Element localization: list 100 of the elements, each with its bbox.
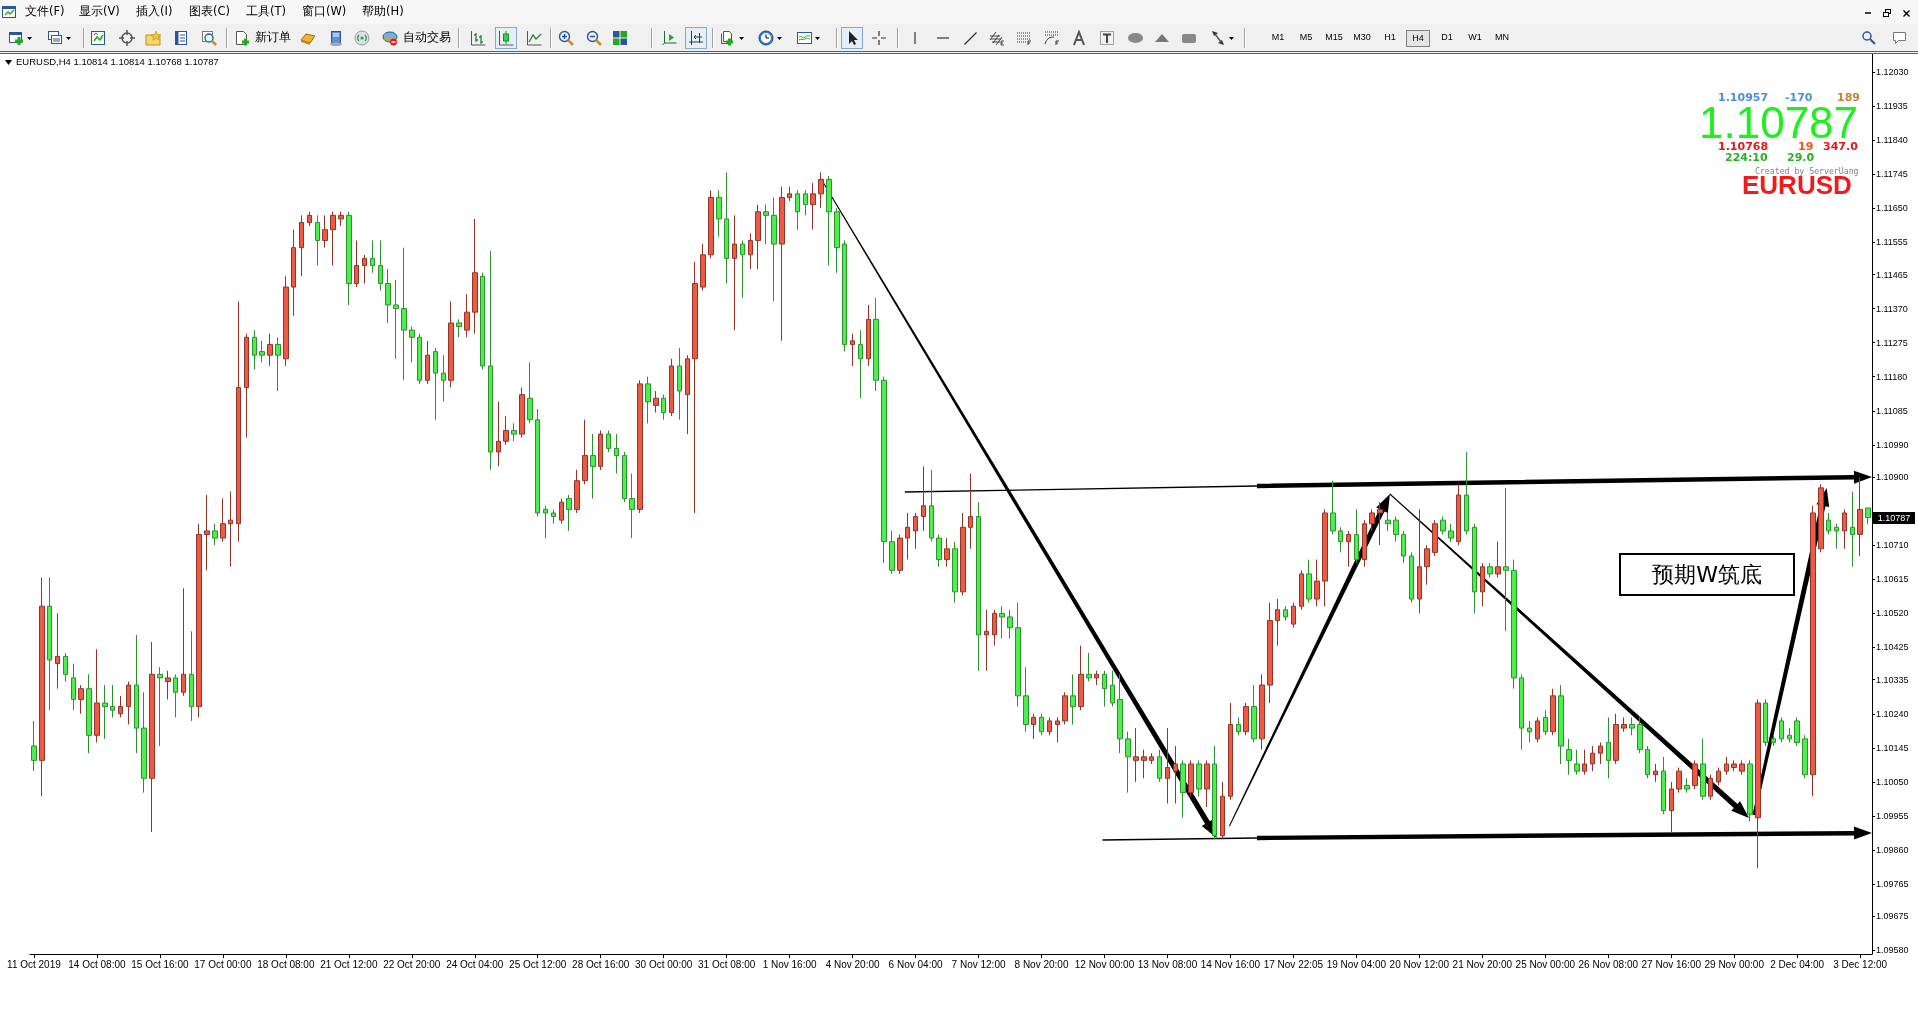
candlestick <box>1716 767 1721 786</box>
y-tick-label: 1.10900 <box>1876 472 1909 483</box>
candlestick <box>1291 602 1296 629</box>
y-tick-label: 1.10710 <box>1876 540 1909 551</box>
candlestick <box>1566 738 1572 776</box>
candlestick <box>669 358 674 417</box>
candlestick <box>189 630 194 722</box>
candlestick <box>1495 541 1501 579</box>
x-tick-label: 24 Oct 04:00 <box>446 958 504 970</box>
candlestick <box>1487 562 1493 579</box>
candlestick <box>637 379 643 514</box>
text: 显示(V) <box>79 4 120 18</box>
candlestick <box>724 171 729 284</box>
candlestick <box>1102 670 1107 708</box>
y-tick-label: 1.11555 <box>1876 237 1908 248</box>
candlestick <box>1448 523 1454 543</box>
text: 插入(I) <box>136 4 173 18</box>
candlestick <box>31 720 37 772</box>
text: 图表(C) <box>189 4 231 18</box>
annotation: -170 <box>1785 91 1813 104</box>
candlestick <box>1802 734 1808 779</box>
candlestick <box>1574 749 1580 776</box>
candlestick <box>78 684 84 715</box>
candlestick <box>134 634 139 754</box>
candlestick <box>1338 526 1343 553</box>
candlestick <box>1346 530 1351 568</box>
candlestick <box>55 612 60 690</box>
candlestick <box>1826 512 1831 535</box>
candlestick <box>1464 451 1469 535</box>
candlestick <box>1196 759 1202 797</box>
y-tick-label: 1.11465 <box>1876 269 1908 280</box>
candlestick <box>1669 781 1674 833</box>
candlestick <box>86 673 92 754</box>
candlestick <box>779 186 785 342</box>
candlestick <box>700 243 706 292</box>
x-tick-label: 7 Nov 12:00 <box>951 958 1006 970</box>
candlestick <box>244 333 249 439</box>
annotation: 19 <box>1798 140 1814 153</box>
candlestick <box>968 473 973 550</box>
candlestick <box>1653 763 1658 783</box>
candlestick <box>810 182 816 231</box>
candlestick <box>141 691 147 794</box>
candlestick <box>527 361 533 424</box>
candlestick <box>1133 727 1139 783</box>
candlestick <box>1023 666 1029 733</box>
candlestick <box>118 695 123 718</box>
annotation: 1.10957 <box>1718 91 1769 104</box>
candlestick <box>456 318 462 338</box>
candlestick <box>1377 501 1383 546</box>
y-tick-label: 1.09580 <box>1876 945 1909 956</box>
candlestick <box>1007 609 1013 639</box>
candlestick <box>921 465 926 532</box>
candlestick <box>1401 530 1406 564</box>
candlestick <box>1110 670 1115 708</box>
candlestick <box>708 189 714 259</box>
candlestick <box>1731 759 1737 772</box>
candlestick <box>1621 716 1627 733</box>
candlestick <box>110 684 115 718</box>
x-tick-label: 2 Dec 04:00 <box>1770 958 1825 970</box>
y-tick-label: 1.10240 <box>1876 708 1909 719</box>
candlestick <box>976 501 981 672</box>
candlestick <box>283 275 289 367</box>
text: M15 <box>1324 31 1344 44</box>
candlestick <box>378 239 383 292</box>
candlestick <box>47 577 52 711</box>
candlestick <box>1810 505 1816 797</box>
text: M5 <box>1298 31 1314 44</box>
candlestick <box>220 498 226 543</box>
x-tick-label: 28 Oct 16:00 <box>572 958 630 970</box>
candlestick <box>267 333 273 367</box>
candlestick <box>1031 713 1036 740</box>
candlestick <box>873 297 879 392</box>
candlestick <box>1519 673 1524 751</box>
x-tick-label: 13 Nov 08:00 <box>1137 958 1198 970</box>
candlestick <box>1582 749 1587 776</box>
candlestick <box>535 408 540 518</box>
x-tick-label: 22 Oct 20:00 <box>383 958 441 970</box>
candlestick <box>1692 759 1698 790</box>
candlestick <box>370 239 375 274</box>
candlestick <box>409 326 415 363</box>
candlestick <box>480 272 485 371</box>
candlestick <box>1314 559 1320 607</box>
candlestick <box>1204 759 1210 808</box>
candlestick <box>1322 508 1328 607</box>
text: H1 <box>1383 31 1397 44</box>
y-tick-label: 1.11745 <box>1876 169 1908 180</box>
candlestick <box>63 652 68 682</box>
candlestick <box>1865 507 1871 525</box>
candlestick <box>291 229 296 317</box>
candlestick <box>740 239 745 299</box>
candlestick <box>1165 727 1170 804</box>
y-tick-label: 1.11275 <box>1876 337 1908 348</box>
chart-title: EURUSD,H4 1.10814 1.10814 1.10768 1.10787 <box>16 56 219 67</box>
y-tick-label: 1.10615 <box>1876 574 1909 585</box>
candlestick <box>1472 523 1477 614</box>
candlestick <box>488 250 493 471</box>
y-tick-label: 1.10520 <box>1876 608 1909 619</box>
candlestick <box>354 239 359 288</box>
candlestick <box>1629 716 1635 736</box>
candlestick <box>1078 645 1084 711</box>
